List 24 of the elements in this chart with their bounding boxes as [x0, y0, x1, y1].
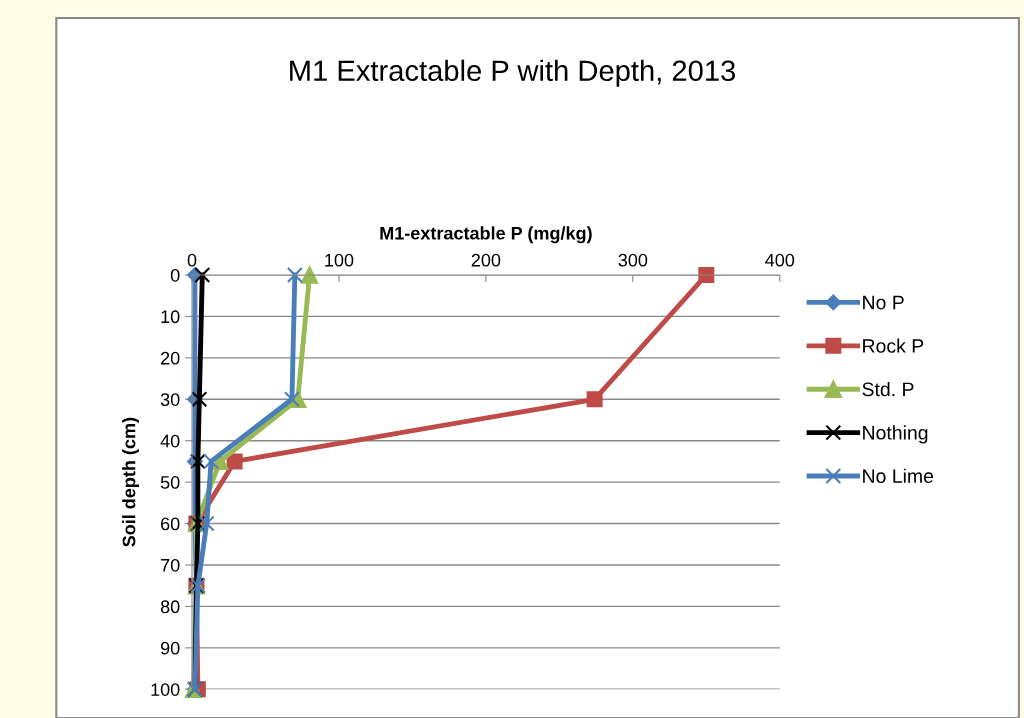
y-tick-label: 60: [161, 517, 180, 531]
x-tick-label: 100: [325, 253, 354, 267]
chart-title: M1 Extractable P with Depth, 2013: [290, 59, 736, 87]
y-tick-label: 30: [160, 393, 180, 406]
y-tick-label: 40: [160, 434, 180, 448]
y-tick-label: 80: [160, 600, 180, 614]
y-tick-label: 50: [160, 476, 180, 489]
x-axis-title: M1-extractable P (mg/kg): [380, 226, 592, 244]
y-tick-label: 20: [161, 351, 180, 365]
legend-label: No Lime: [863, 468, 934, 484]
y-tick-label: 10: [161, 310, 180, 324]
x-tick-label: 300: [618, 253, 648, 267]
y-tick-label: 100: [151, 683, 180, 696]
legend-label: Rock P: [863, 338, 924, 353]
legend-label: Std. P: [862, 381, 914, 397]
y-axis-title: Soil depth (cm): [122, 417, 139, 547]
x-tick-label: 400: [765, 253, 795, 267]
y-tick-label: 90: [160, 641, 180, 655]
y-tick-label: 70: [161, 558, 180, 572]
legend-label: No P: [863, 295, 904, 310]
legend-label: Nothing: [863, 425, 928, 444]
x-tick-label: 0: [187, 253, 197, 267]
x-tick-label: 200: [471, 253, 501, 267]
y-tick-label: 0: [170, 268, 180, 282]
